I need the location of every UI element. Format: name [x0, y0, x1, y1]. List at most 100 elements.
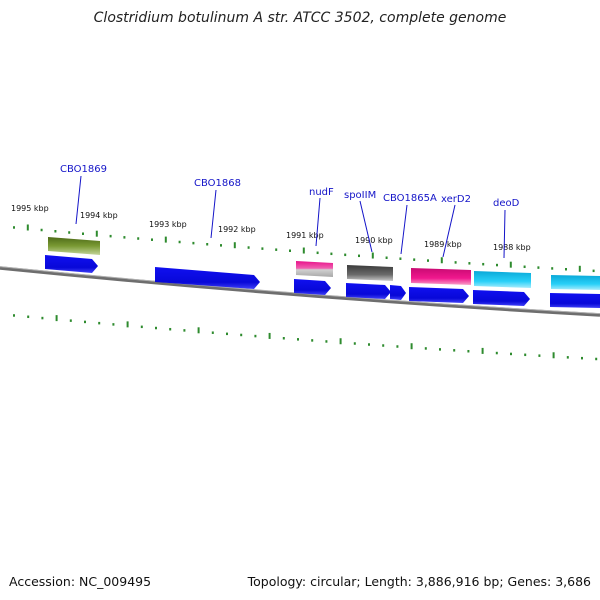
- tick-mark: [440, 257, 443, 264]
- kbp-label: 1990 kbp: [355, 236, 393, 245]
- tick-mark: [13, 226, 15, 229]
- feature-block-deod[interactable]: [474, 271, 531, 288]
- tick-mark: [126, 321, 129, 328]
- tick-mark: [482, 262, 485, 266]
- kbp-label: 1991 kbp: [286, 231, 324, 240]
- kbp-label: 1993 kbp: [149, 220, 187, 229]
- tick-mark: [358, 254, 360, 258]
- gene-label-xerd2[interactable]: xerD2: [441, 194, 471, 205]
- cds-arrow-spoiim[interactable]: [346, 283, 391, 299]
- tick-mark: [399, 257, 402, 260]
- gene-label-deod[interactable]: deoD: [493, 198, 520, 209]
- tick-mark: [353, 342, 356, 345]
- outer-tick-ring: [13, 224, 595, 273]
- tick-mark: [26, 224, 29, 231]
- tick-mark: [54, 230, 57, 233]
- kbp-label: 1994 kbp: [80, 211, 118, 220]
- genome-backbone: [0, 266, 600, 317]
- tick-mark: [140, 325, 143, 329]
- tick-mark: [311, 339, 314, 342]
- gene-label-cbo1869[interactable]: CBO1869: [60, 164, 107, 175]
- feature-block-next[interactable]: [551, 275, 600, 290]
- tick-mark: [537, 266, 540, 269]
- tick-mark: [98, 321, 101, 325]
- tick-mark: [316, 251, 319, 255]
- topology-label: Topology: circular; Length: 3,886,916 bp…: [247, 574, 591, 589]
- tick-mark: [523, 265, 526, 269]
- tick-mark: [427, 259, 429, 262]
- tick-mark: [578, 265, 581, 272]
- tick-mark: [453, 349, 456, 352]
- cds-arrow-cbo1869[interactable]: [45, 255, 98, 273]
- tick-mark: [164, 236, 167, 243]
- tick-mark: [268, 332, 271, 339]
- gene-label-spoiim[interactable]: spoIIM: [344, 190, 376, 201]
- tick-mark: [27, 315, 30, 319]
- tick-mark: [41, 316, 44, 320]
- tick-mark: [183, 329, 186, 332]
- tick-mark: [467, 349, 470, 353]
- tick-mark: [297, 338, 299, 341]
- tick-mark: [481, 347, 484, 354]
- cds-arrow-cbo1868[interactable]: [155, 267, 260, 289]
- tick-mark: [197, 327, 200, 334]
- kbp-label: 1988 kbp: [493, 243, 531, 252]
- feature-block-spoiim[interactable]: [347, 265, 393, 281]
- tick-mark: [551, 267, 554, 270]
- tick-mark: [565, 267, 567, 271]
- inner-tick-ring: [13, 314, 598, 361]
- tick-mark: [410, 343, 413, 350]
- tick-mark: [424, 347, 427, 350]
- tick-mark: [155, 326, 157, 330]
- tick-mark: [592, 269, 595, 273]
- tick-mark: [192, 241, 195, 245]
- tick-mark: [95, 230, 98, 237]
- tick-mark: [289, 249, 291, 252]
- feature-block-xerd2[interactable]: [411, 268, 471, 285]
- tick-mark: [495, 351, 498, 355]
- tick-mark: [206, 243, 209, 246]
- tick-mark: [112, 323, 115, 326]
- tick-mark: [595, 357, 598, 361]
- tick-mark: [226, 332, 228, 336]
- tick-mark: [13, 314, 15, 317]
- tick-mark: [510, 352, 512, 356]
- cds-arrow-next[interactable]: [550, 293, 600, 308]
- gene-label-nudf[interactable]: nudF: [309, 187, 334, 198]
- kbp-label: 1995 kbp: [11, 204, 49, 213]
- tick-mark: [109, 234, 112, 238]
- map-title: Clostridium botulinum A str. ATCC 3502, …: [93, 10, 507, 26]
- tick-mark: [240, 333, 243, 337]
- gene-label-cbo1865a[interactable]: CBO1865A: [383, 193, 437, 204]
- tick-mark: [339, 338, 342, 345]
- gene-label-leaders: [75, 175, 506, 259]
- tick-mark: [330, 252, 333, 256]
- cds-arrow-cbo1865a[interactable]: [390, 285, 406, 300]
- tick-mark: [282, 337, 285, 340]
- tick-mark: [413, 258, 416, 261]
- tick-mark: [137, 237, 140, 240]
- tick-mark: [82, 232, 84, 235]
- tick-mark: [220, 244, 222, 247]
- tick-mark: [509, 261, 512, 268]
- tick-mark: [69, 319, 72, 322]
- tick-mark: [233, 242, 236, 249]
- tick-mark: [169, 327, 172, 331]
- tick-mark: [84, 320, 86, 324]
- accession-label: Accession: NC_009495: [9, 574, 152, 589]
- tick-mark: [439, 348, 441, 351]
- feature-block-nudf[interactable]: [296, 261, 333, 277]
- tick-mark: [468, 262, 471, 265]
- tick-mark: [55, 315, 58, 322]
- tick-mark: [40, 228, 43, 232]
- kbp-label: 1992 kbp: [218, 225, 256, 234]
- tick-mark: [371, 252, 374, 259]
- tick-mark: [566, 356, 569, 359]
- tick-mark: [325, 340, 328, 343]
- cds-arrow-xerd2[interactable]: [409, 287, 469, 303]
- feature-block-cbo1869[interactable]: [48, 237, 100, 255]
- cds-arrow-nudf[interactable]: [294, 279, 331, 295]
- gene-label-cbo1868[interactable]: CBO1868: [194, 178, 241, 189]
- cds-arrow-deod[interactable]: [473, 290, 530, 306]
- tick-mark: [552, 352, 555, 359]
